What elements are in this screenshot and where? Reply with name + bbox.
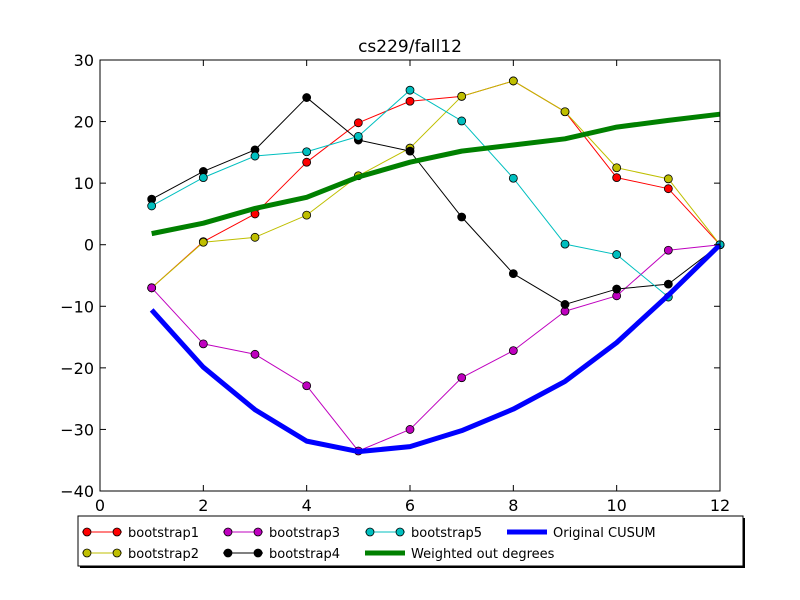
axis-layer: 0 2 4 6 8 10 12 −40 −30 −20 −10 0 10 20 30 [60,51,730,515]
legend-item-bootstrap4: bootstrap4 [223,547,340,562]
series-bootstrap5 [147,85,725,302]
point-bootstrap1-9 [612,173,622,183]
legend-item-weighted-out-degrees: Weighted out degrees [365,547,555,562]
point-bootstrap5-8 [560,239,570,249]
legend-swatch-marker [82,527,92,537]
series-line-bootstrap4 [151,97,721,305]
point-bootstrap3-6 [457,373,467,383]
point-bootstrap3-0 [147,283,157,293]
point-bootstrap1-4 [353,118,363,128]
legend-item-original-cusum: Original CUSUM [507,526,656,541]
point-bootstrap3-5 [405,425,415,434]
point-bootstrap5-9 [612,250,622,259]
x-tick-label-5: 10 [606,496,626,515]
legend-swatch-marker [223,548,233,558]
point-bootstrap3-2 [250,349,260,359]
series-weighted-out-degrees [151,111,721,237]
point-bootstrap5-5 [405,85,415,95]
y-tick-label-4: 0 [84,236,94,255]
y-tick-label-3: −10 [60,297,94,316]
legend-label: bootstrap5 [411,526,482,541]
legend-swatch-marker [253,527,263,537]
legend: bootstrap1 bootstrap2 bootstrap3 bootstrap4… [77,515,745,568]
legend-label: bootstrap2 [128,547,199,562]
series-line-original-cusum [149,242,722,455]
series-line-bootstrap3 [151,244,721,452]
point-bootstrap4-8 [560,300,570,309]
point-bootstrap2-10 [663,174,673,184]
point-bootstrap2-1 [198,237,208,247]
point-bootstrap5-2 [250,151,260,161]
legend-label: Original CUSUM [553,526,656,541]
x-tick-label-1: 2 [198,496,208,515]
series-line-bootstrap1 [151,80,721,289]
y-tick-label-1: −30 [60,420,94,439]
legend-swatch-marker [365,527,375,537]
series-line-bootstrap2 [151,80,721,289]
point-bootstrap4-7 [508,269,518,279]
y-tick-label-0: −40 [60,482,94,501]
legend-swatch-marker [112,548,122,558]
point-bootstrap3-10 [663,245,673,255]
x-tick-label-3: 6 [405,496,415,515]
y-tick-label-6: 20 [74,113,94,132]
point-bootstrap4-10 [663,279,673,289]
point-bootstrap1-10 [663,184,673,194]
x-tick-label-4: 8 [508,496,518,515]
point-bootstrap2-8 [560,107,570,117]
point-bootstrap5-0 [147,201,157,211]
point-bootstrap4-3 [302,93,312,102]
y-tick-label-2: −20 [60,359,94,378]
legend-label: bootstrap1 [128,526,199,541]
point-bootstrap4-6 [457,212,467,222]
series-bootstrap3 [147,240,725,456]
legend-label: bootstrap4 [269,547,340,562]
legend-item-bootstrap5: bootstrap5 [365,526,482,541]
x-tick-label-6: 12 [710,496,730,515]
x-tick-label-0: 0 [95,496,105,515]
series-layer [147,76,725,456]
y-tick-label-5: 10 [74,174,94,193]
legend-item-bootstrap3: bootstrap3 [223,526,340,541]
legend-box [77,515,744,567]
legend-swatch-marker [82,548,92,558]
point-bootstrap5-3 [302,147,312,157]
series-line-weighted-out-degrees [151,111,721,237]
point-bootstrap2-6 [457,91,467,101]
y-tick-label-7: 30 [74,51,94,70]
x-tick-label-2: 4 [302,496,312,515]
point-bootstrap1-3 [302,157,312,167]
legend-swatch-marker [223,527,233,537]
series-original-cusum [149,242,722,455]
point-bootstrap5-7 [508,173,518,183]
point-bootstrap4-5 [405,146,415,156]
point-bootstrap2-7 [508,76,518,86]
point-bootstrap2-9 [612,163,622,173]
point-bootstrap3-1 [198,339,208,349]
legend-swatch-marker [395,527,405,537]
point-bootstrap4-9 [612,284,622,294]
chart-title: cs229/fall12 [358,37,462,57]
legend-item-bootstrap1: bootstrap1 [82,526,199,541]
point-bootstrap5-4 [353,131,363,141]
point-bootstrap2-3 [302,210,312,220]
legend-item-bootstrap2: bootstrap2 [82,547,199,562]
legend-swatch-marker [253,548,263,558]
point-bootstrap3-3 [302,381,312,391]
point-bootstrap3-7 [508,346,518,356]
point-bootstrap5-6 [457,116,467,126]
series-bootstrap4 [147,93,725,309]
legend-swatch-marker [112,527,122,537]
point-bootstrap1-5 [405,96,415,106]
point-bootstrap2-2 [250,232,260,242]
series-line-bootstrap5 [151,89,721,298]
legend-label: bootstrap3 [269,526,340,541]
legend-label: Weighted out degrees [411,547,555,562]
point-bootstrap5-1 [198,173,208,183]
